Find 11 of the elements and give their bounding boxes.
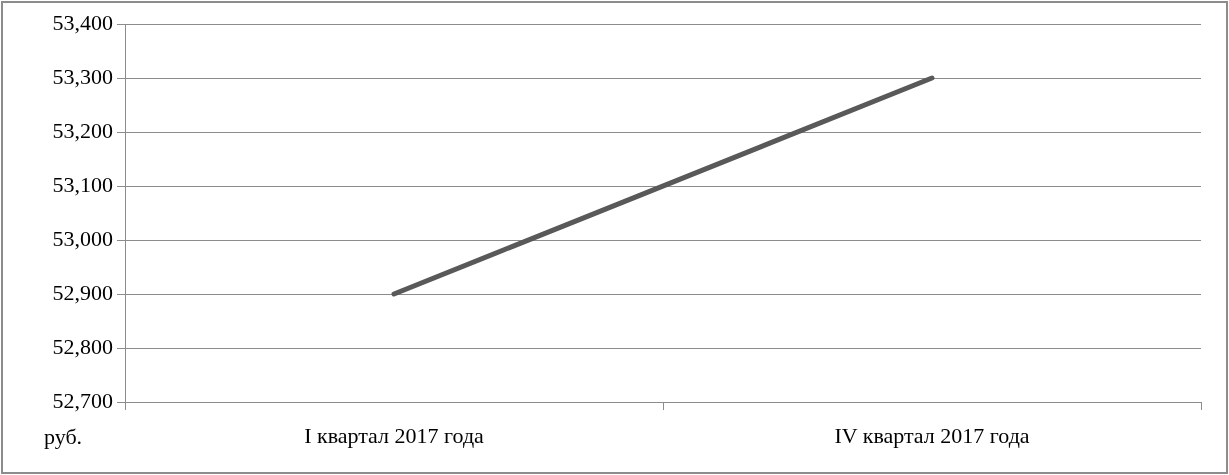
y-tick-label: 52,800	[52, 333, 113, 359]
y-tick-label: 52,900	[52, 279, 113, 305]
y-tick-label: 52,700	[52, 387, 113, 413]
x-tick-label: I квартал 2017 года	[304, 422, 485, 448]
y-tick-label: 53,400	[52, 9, 113, 35]
y-tick-label: 53,100	[52, 171, 113, 197]
y-tick-label: 53,000	[52, 225, 113, 251]
x-tick-label: IV квартал 2017 года	[834, 422, 1030, 448]
y-axis-title: руб.	[44, 424, 83, 450]
y-tick-label: 53,200	[52, 117, 113, 143]
y-tick-label: 53,300	[52, 63, 113, 89]
